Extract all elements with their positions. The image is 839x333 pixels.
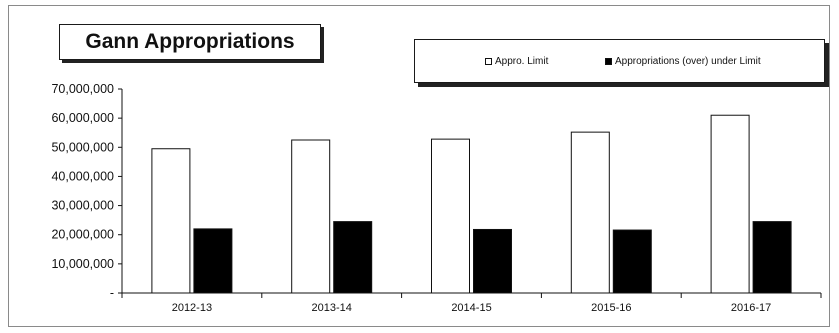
bar-appro-limit bbox=[151, 148, 191, 294]
x-tick-label: 2012-13 bbox=[172, 302, 212, 314]
bar-appropriations-under-limit bbox=[333, 221, 373, 294]
bar-appropriations-under-limit bbox=[193, 228, 233, 294]
y-tick-label: 50,000,000 bbox=[51, 140, 114, 154]
bar-appro-limit bbox=[291, 139, 331, 294]
bar-appro-limit bbox=[431, 138, 470, 294]
chart-frame: - 10,000,000 20,000,000 30,000,000 40,000,00… bbox=[8, 5, 830, 327]
legend-label-appropriations: Appropriations (over) under Limit bbox=[615, 56, 761, 67]
legend-label-appro-limit: Appro. Limit bbox=[495, 56, 549, 67]
legend: Appro. Limit Appropriations (over) under… bbox=[414, 39, 825, 83]
chart-title-box: Gann Appropriations bbox=[59, 24, 321, 60]
x-tick-label: 2016-17 bbox=[731, 302, 771, 314]
bar-chart: - 10,000,000 20,000,000 30,000,000 40,000,00… bbox=[51, 82, 822, 314]
y-tick-label: 70,000,000 bbox=[51, 82, 114, 96]
legend-swatch-white bbox=[485, 58, 492, 65]
bar-appropriations-under-limit bbox=[612, 229, 652, 294]
x-tick-label: 2015-16 bbox=[591, 302, 631, 314]
y-tick-label: 60,000,000 bbox=[51, 111, 114, 125]
x-tick-label: 2013-14 bbox=[312, 302, 352, 314]
bar-appropriations-under-limit bbox=[752, 221, 792, 294]
legend-item-appro-limit: Appro. Limit bbox=[485, 56, 548, 67]
y-tick-label: 40,000,000 bbox=[51, 169, 114, 183]
y-tick-label: 20,000,000 bbox=[51, 228, 114, 242]
y-tick-label: 10,000,000 bbox=[51, 257, 114, 271]
legend-item-appropriations: Appropriations (over) under Limit bbox=[605, 56, 761, 67]
bar-appro-limit bbox=[710, 114, 750, 294]
bar-appro-limit bbox=[570, 131, 610, 294]
x-tick-label: 2014-15 bbox=[451, 302, 491, 314]
y-tick-label: 30,000,000 bbox=[51, 199, 114, 213]
bar-appropriations-under-limit bbox=[473, 228, 512, 294]
legend-swatch-black bbox=[605, 58, 612, 65]
chart-title: Gann Appropriations bbox=[85, 30, 295, 53]
y-tick-label: - bbox=[110, 286, 114, 300]
